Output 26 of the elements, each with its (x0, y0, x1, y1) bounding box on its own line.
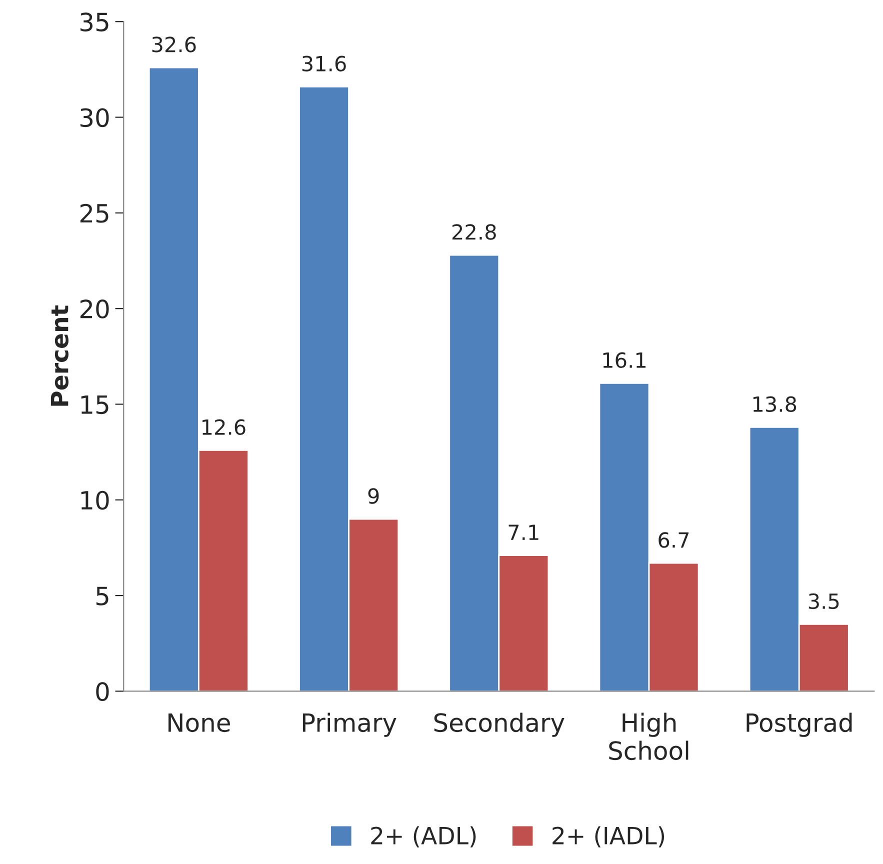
legend-label: 2+ (ADL) (371, 826, 476, 848)
y-tick-label: 20 (80, 300, 109, 318)
x-tick-label: Secondary (434, 712, 564, 737)
data-label: 12.6 (202, 419, 246, 435)
x-tick-label: Primary (302, 712, 396, 737)
data-label: 6.7 (658, 532, 689, 548)
y-axis-title: Percent (50, 305, 68, 406)
y-tick-label: 25 (80, 204, 108, 223)
y-tick-label: 10 (81, 490, 109, 510)
y-tick-label: 0 (96, 682, 109, 702)
legend-label: 2+ (IADL) (552, 826, 664, 848)
data-label: 9 (368, 488, 379, 504)
data-label: 13.8 (753, 396, 796, 412)
data-label: 16.1 (603, 352, 646, 368)
x-tick-label: None (168, 713, 230, 732)
y-tick-label: 30 (80, 108, 109, 128)
y-tick-label: 35 (80, 12, 108, 32)
data-label: 31.6 (302, 56, 346, 72)
data-label: 3.5 (808, 593, 839, 610)
data-label: 32.6 (152, 36, 196, 52)
y-tick-label: 15 (81, 396, 108, 414)
data-label: 7.1 (508, 524, 538, 540)
y-tick-label: 5 (96, 586, 108, 606)
x-tick-label: High School (609, 712, 688, 760)
x-tick-label: Postgrad (746, 712, 852, 737)
data-label: 22.8 (452, 224, 496, 240)
